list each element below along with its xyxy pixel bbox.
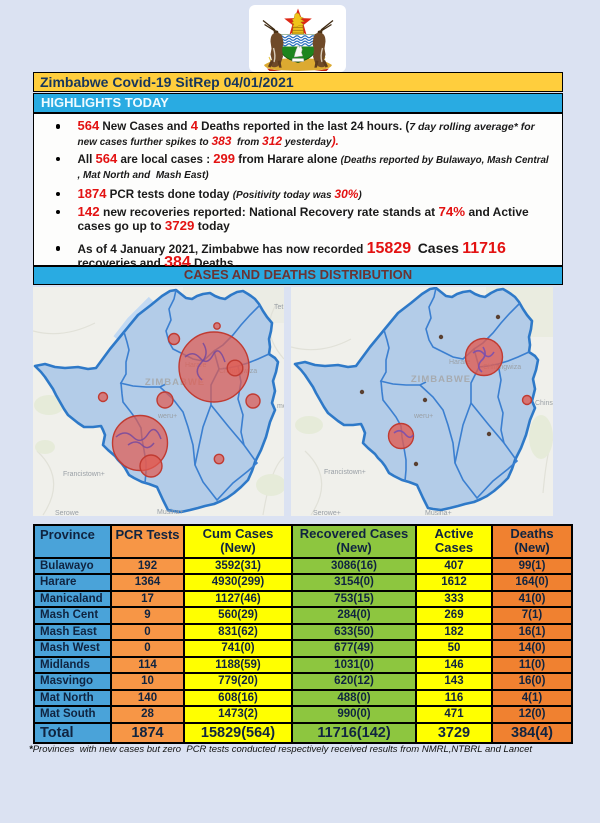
svg-text:Chinso: Chinso xyxy=(535,400,553,407)
svg-text:Harare: Harare xyxy=(449,359,471,366)
svg-text:ZIMBABWE: ZIMBABWE xyxy=(411,374,471,385)
svg-text:Serowe+: Serowe+ xyxy=(313,510,341,516)
svg-text:Musina+: Musina+ xyxy=(157,509,184,516)
svg-text:moic: moic xyxy=(277,403,284,410)
svg-text:ZIMBABWE: ZIMBABWE xyxy=(145,377,205,388)
svg-text:Francistown+: Francistown+ xyxy=(324,469,366,476)
svg-text:Francistown+: Francistown+ xyxy=(63,471,105,478)
svg-text:Chitungwiza: Chitungwiza xyxy=(483,364,521,371)
svg-text:Serowe: Serowe xyxy=(55,510,79,516)
svg-text:Tet: Tet xyxy=(274,304,283,311)
svg-text:weru+: weru+ xyxy=(413,413,433,420)
svg-text:weru+: weru+ xyxy=(157,413,177,420)
svg-text:Musina+: Musina+ xyxy=(425,510,452,516)
